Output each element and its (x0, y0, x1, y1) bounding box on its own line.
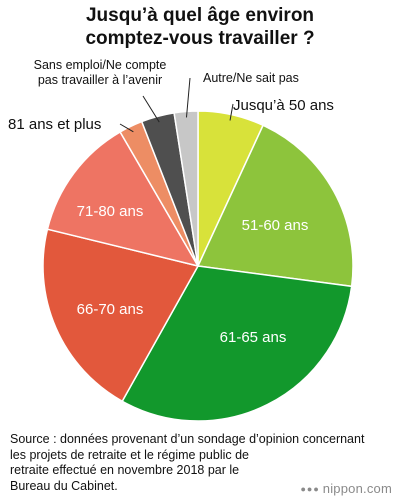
nippon-logo: ●●● nippon.com (300, 481, 392, 496)
chart-title-line-2: comptez-vous travailler ? (85, 28, 315, 49)
pie-slice-2 (196, 124, 354, 288)
slice-label-7: Sans emploi/Ne compte pas travailler à l’… (34, 58, 167, 87)
logo-dots-icon: ●●● (300, 484, 320, 494)
chart-title: Jusqu’à quel âge environ comptez-vous tr… (0, 4, 400, 50)
slice-label-4: 66-70 ans (77, 301, 144, 318)
leader-line-1 (229, 103, 234, 121)
pie-chart: Jusqu’à 50 ans 51-60 ans 61-65 ans 66-70 an… (8, 58, 354, 422)
slice-label-1: Jusqu’à 50 ans (233, 97, 334, 114)
slice-label-8: Autre/Ne sait pas (203, 71, 299, 85)
pie-slice-3 (121, 265, 353, 422)
chart-title-line-1: Jusqu’à quel âge environ (85, 5, 315, 26)
pie-slice-8 (173, 110, 199, 267)
pie-slice-4 (42, 228, 200, 403)
slice-label-3: 61-65 ans (220, 329, 287, 346)
pie-slice-5 (46, 130, 200, 268)
leader-line-7 (142, 95, 160, 123)
leader-line-8 (185, 77, 191, 118)
slice-label-2: 51-60 ans (242, 217, 309, 234)
leader-line-6 (119, 123, 134, 133)
source-note: Source : données provenant d’un sondage … (10, 432, 365, 493)
slice-label-5: 71-80 ans (77, 203, 144, 220)
slice-label-6: 81 ans et plus (8, 116, 101, 133)
logo-text: nippon.com (322, 481, 392, 496)
